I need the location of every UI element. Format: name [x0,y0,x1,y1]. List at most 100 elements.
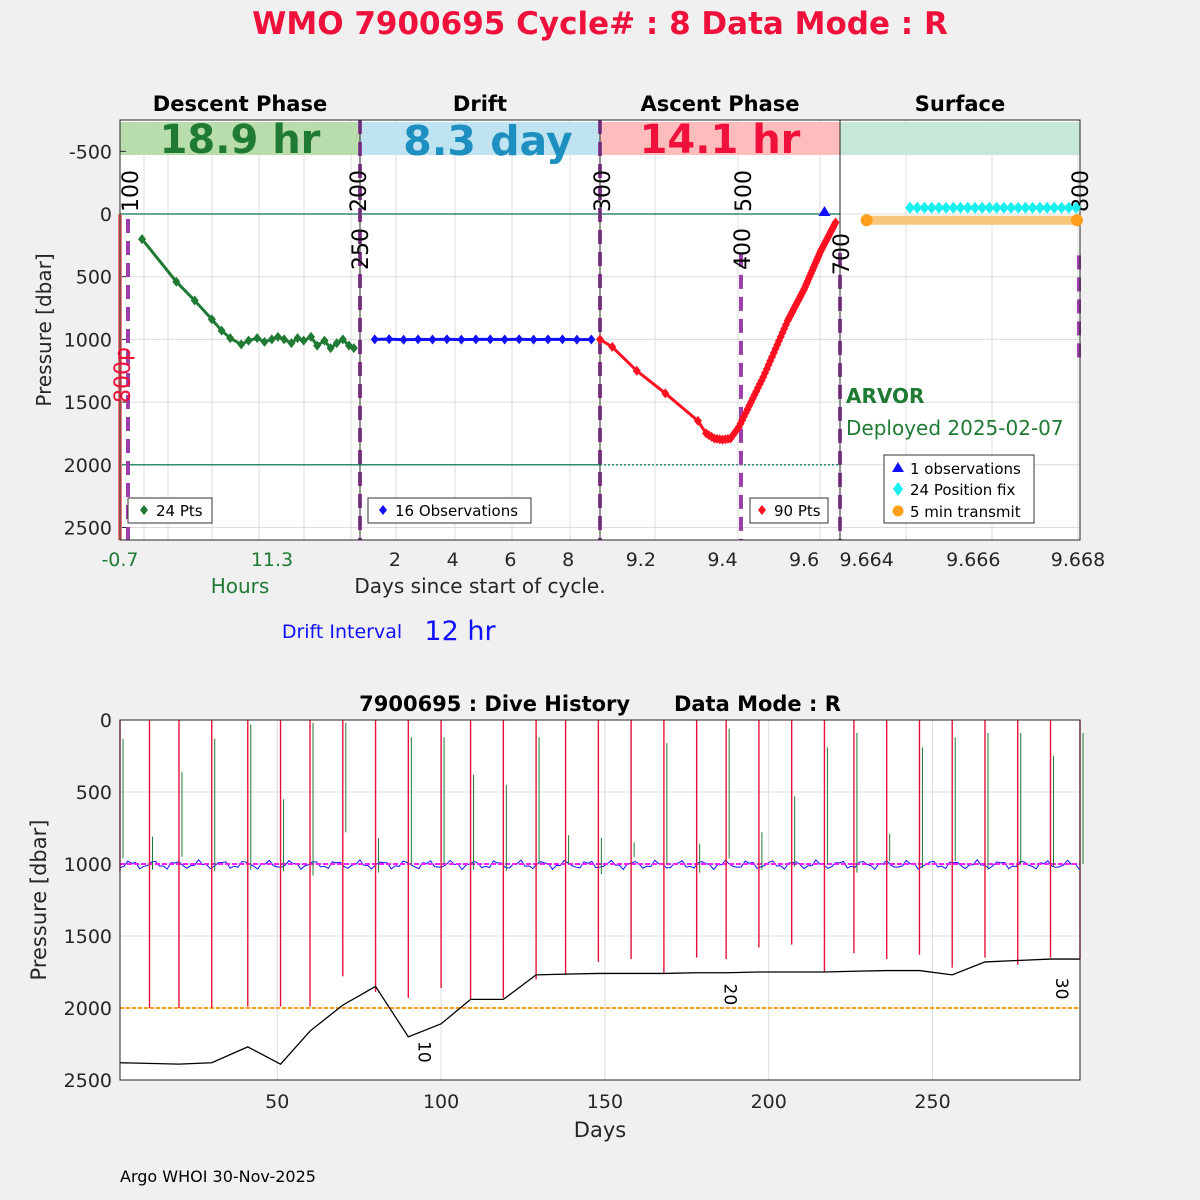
drift-point [515,334,524,345]
bottom-depth-line [119,958,1080,1065]
duration-band-overlay-2 [360,122,600,155]
descent-point [313,340,322,351]
top-ytick-1: 0 [100,204,112,226]
ascent-point [831,217,840,228]
footer: Argo WHOI 30-Nov-2025 [120,1167,316,1186]
left-marker-label: 800p [111,347,136,403]
descent-point [349,343,358,354]
surface-xtick-2: 9.668 [1051,549,1105,571]
bottom-xlabel: Days [574,1118,626,1142]
drift-point [370,334,379,345]
descent-point [226,333,235,344]
position-fix-point [1071,201,1081,214]
position-fix-point [984,201,995,214]
legend-ascent: 90 Pts [749,497,829,524]
legend-observation-label: 1 observations [910,460,1021,478]
descent-point [253,333,262,344]
ascent-point [661,388,670,399]
bottom-xtick-1: 100 [423,1091,459,1113]
ascent-point [596,334,604,345]
drift-interval-value: 12 hr [424,616,496,647]
phase-title-drift: Drift [453,92,507,116]
ascent-point [693,415,702,426]
legend-drift-marker [379,505,387,515]
position-fix-point [969,201,980,214]
position-fix-point [926,201,937,214]
descent-point [326,343,335,354]
duration-band-overlay-4 [840,122,1080,155]
deployed-date: Deployed 2025-02-07 [846,416,1064,440]
legend-ascent-label: 90 Pts [774,502,821,520]
drift-xtick-2: 6 [504,549,516,571]
index-label-250: 250 [349,228,374,270]
drift-point [471,334,480,345]
drift-xtick-0: 2 [389,549,401,571]
index-label-500: 500 [732,170,757,212]
surface-observation-point [818,206,831,217]
bottom-ytick-3: 1500 [64,926,112,948]
surface-xtick-0: 9.664 [839,549,893,571]
descent-xtick-1: 11.3 [251,549,293,571]
descent-point [307,331,316,342]
legend-transmit-marker [892,505,904,517]
ascent-duration: 14.1 hr [640,117,801,163]
subpanel-bg-2 [360,120,600,540]
drift-point [529,334,538,345]
float-model: ARVOR [846,384,924,408]
ascent-xtick-1: 9.4 [707,549,737,571]
bottom-ytick-1: 500 [76,782,112,804]
index-label-300: 300 [591,170,616,212]
drift-point [544,334,553,345]
descent-point [320,335,329,346]
transmit-point [860,214,873,227]
index-label-700: 700 [830,233,855,275]
top-ytick-5: 2000 [64,455,112,477]
legend-position-marker [893,482,903,496]
subpanel-bg-3 [600,120,840,540]
duration-band-overlay-3 [600,122,840,155]
index-label-100: 100 [119,170,144,212]
position-fix-point [955,201,966,214]
bottom-xtick-0: 50 [265,1091,289,1113]
descent-point [287,338,296,349]
bottom-ylabel: Pressure [dbar] [27,820,51,981]
surface-xtick-1: 9.666 [946,549,1000,571]
legend-surface: 1 observations 24 Position fix 5 min tra… [883,454,1035,524]
bottom-plot-bg [120,720,1080,1080]
descent-point [260,336,269,347]
top-ytick-2: 500 [76,267,112,289]
position-fix-point [1034,201,1045,214]
bottom-xtick-4: 250 [914,1091,950,1113]
position-fix-point [1056,201,1067,214]
descent-point [338,334,347,345]
phase-title-surface: Surface [915,92,1005,116]
index-label-400: 400 [731,228,756,270]
ascent-point [608,341,617,352]
legend-descent-marker [140,505,148,515]
drift-duration: 8.3 day [403,117,572,165]
descent-point [138,234,147,245]
ascent-xtick-0: 9.2 [626,549,656,571]
position-fix-point [919,201,930,214]
descent-point [332,338,341,349]
top-ylabel: Pressure [dbar] [32,253,56,406]
drift-interval-label: Drift Interval [282,621,402,643]
position-fix-point [948,201,959,214]
index-label-800: 800 [1069,170,1094,212]
descent-point [280,334,289,345]
drift-line [374,337,592,342]
bottom-xtick-3: 200 [751,1091,787,1113]
drift-point [414,334,423,345]
drift-point [500,334,509,345]
main-title: WMO 7900695 Cycle# : 8 Data Mode : R [252,6,948,42]
drift-point [572,334,581,345]
position-fix-point [1020,201,1031,214]
position-fix-point [1013,201,1024,214]
position-fix-point [933,201,944,214]
top-ytick-6: 2500 [64,517,112,539]
position-fix-point [1049,201,1060,214]
drift-point [486,334,495,345]
descent-point [244,335,253,346]
position-fix-point [977,201,988,214]
